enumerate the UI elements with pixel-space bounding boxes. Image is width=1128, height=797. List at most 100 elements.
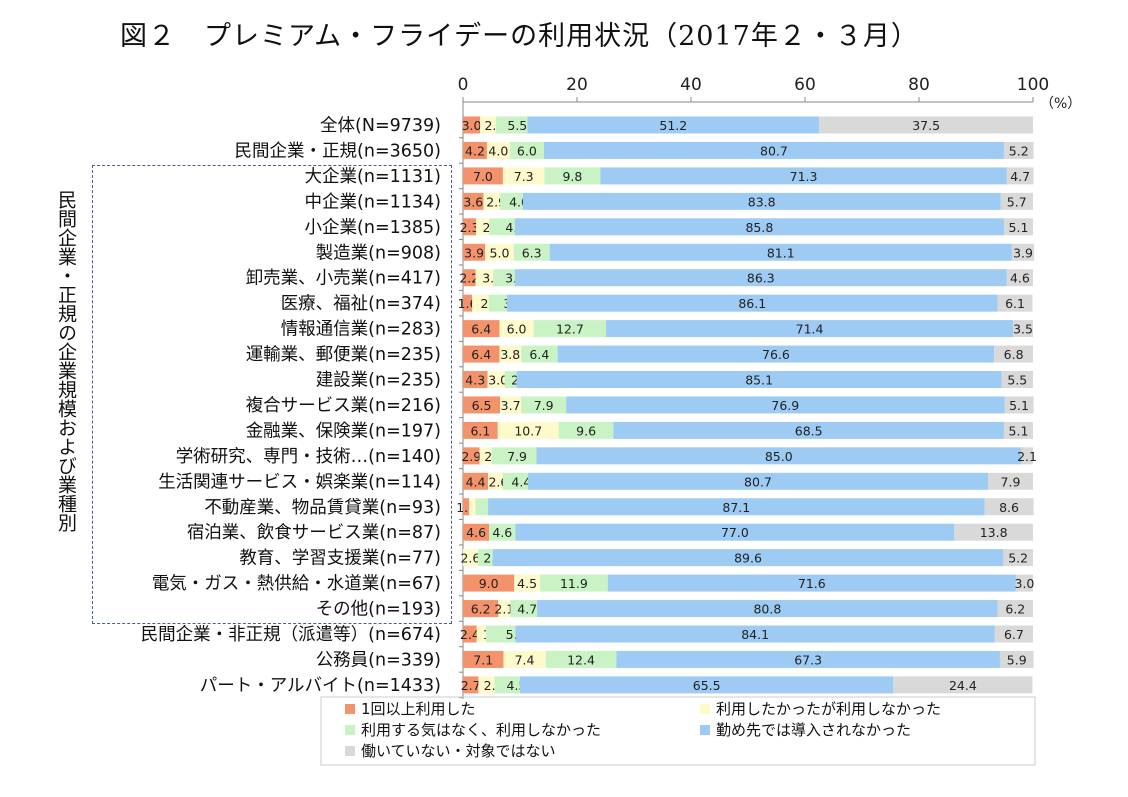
bar-segment bbox=[1021, 447, 1033, 465]
group-bracket bbox=[92, 165, 452, 624]
bar-segment bbox=[502, 167, 545, 185]
bar-segment bbox=[515, 625, 995, 643]
legend-label: 利用したかったが利用しなかった bbox=[716, 700, 941, 718]
legend-label: 勤め先では導入されなかった bbox=[716, 721, 911, 739]
category-label: 医療、福祉(n=374) bbox=[281, 294, 441, 314]
data-label: 76.6 bbox=[762, 347, 790, 362]
legend-label: 利用する気はなく、利用しなかった bbox=[361, 721, 601, 739]
x-tick-label: 20 bbox=[566, 75, 588, 95]
bar-segment bbox=[463, 676, 479, 694]
data-label: 2.2 bbox=[459, 271, 479, 286]
bar-segment bbox=[499, 345, 522, 363]
bar-segment bbox=[500, 396, 522, 414]
category-label: 全体(N=9739) bbox=[320, 116, 441, 136]
bar-segment bbox=[510, 600, 538, 618]
bar-segment bbox=[463, 294, 473, 312]
bar-segment bbox=[1003, 218, 1033, 236]
category-label: 小企業(n=1385) bbox=[305, 218, 441, 238]
data-label: 11.9 bbox=[560, 576, 588, 591]
data-label: 2.4 bbox=[460, 627, 480, 642]
bar-segment bbox=[557, 345, 995, 363]
bar-segment bbox=[463, 192, 484, 210]
data-label: 3.6 bbox=[463, 194, 483, 209]
bar-segment bbox=[463, 650, 504, 668]
x-tick-label: 80 bbox=[908, 75, 930, 95]
bar-segment bbox=[498, 600, 511, 618]
data-label: 3.9 bbox=[464, 245, 484, 260]
data-label: 3.0 bbox=[462, 118, 482, 133]
data-label: 12.7 bbox=[556, 322, 584, 337]
data-label: 71.6 bbox=[798, 576, 826, 591]
data-label: 80.7 bbox=[744, 474, 772, 489]
bar-segment bbox=[509, 141, 544, 159]
category-label: 建設業(n=235) bbox=[316, 371, 441, 391]
bar-segment bbox=[537, 600, 998, 618]
data-label: 2.1 bbox=[494, 602, 514, 617]
data-label: 80.7 bbox=[760, 143, 788, 158]
data-label: 5.7 bbox=[1007, 194, 1027, 209]
data-label: 86.3 bbox=[747, 271, 775, 286]
data-label: 71.4 bbox=[796, 322, 824, 337]
bar-segment bbox=[476, 218, 490, 236]
bar-segment bbox=[516, 371, 1002, 388]
bar-segment bbox=[463, 574, 515, 592]
data-label: 4.6 bbox=[466, 525, 486, 540]
category-label: 宿泊業、飲食サービス業(n=87) bbox=[187, 523, 441, 543]
bar-segment bbox=[463, 421, 498, 439]
legend-swatch bbox=[345, 746, 355, 756]
bar-segment bbox=[954, 523, 1033, 541]
bar-segment bbox=[994, 345, 1033, 363]
data-label: 4.7 bbox=[517, 602, 537, 617]
category-label: 卸売業、小売業(n=417) bbox=[246, 269, 441, 289]
data-label: 4.6 bbox=[492, 525, 512, 540]
bar-segment bbox=[994, 625, 1033, 643]
bar-segment bbox=[515, 523, 955, 541]
bar-segment bbox=[463, 345, 500, 363]
data-label: 5.5 bbox=[507, 118, 527, 133]
data-label: 6.4 bbox=[471, 322, 491, 337]
category-label: 情報通信業(n=283) bbox=[281, 320, 441, 340]
bar-segment bbox=[1006, 269, 1033, 287]
bar-segment bbox=[1004, 396, 1034, 414]
bar-segment bbox=[527, 116, 820, 134]
data-label: 5.1 bbox=[1009, 220, 1029, 235]
bar-segment bbox=[487, 371, 505, 388]
bar-segment bbox=[463, 141, 487, 159]
data-label: 9.8 bbox=[562, 169, 582, 184]
data-label: 81.1 bbox=[767, 245, 795, 260]
data-label: 2.9 bbox=[461, 449, 481, 464]
data-label: 9.0 bbox=[479, 576, 499, 591]
category-label: 金融業、保険業(n=197) bbox=[246, 421, 441, 441]
bar-segment bbox=[488, 294, 507, 312]
bar-segment bbox=[997, 600, 1033, 618]
data-label: 7.9 bbox=[1001, 474, 1021, 489]
x-tick-label: 100 bbox=[1017, 75, 1049, 95]
bar-segment bbox=[545, 650, 617, 668]
bar-segment bbox=[476, 625, 486, 643]
bar-segment bbox=[463, 116, 481, 134]
bar-segment bbox=[987, 472, 1033, 490]
x-tick-label: 0 bbox=[458, 75, 469, 95]
bar-segment bbox=[463, 549, 478, 567]
bar-segment bbox=[1013, 320, 1033, 338]
bar-segment bbox=[492, 549, 1004, 567]
bar-segment bbox=[1011, 243, 1035, 261]
category-label: 電気・ガス・熱供給・水道業(n=67) bbox=[152, 574, 441, 594]
legend-swatch bbox=[700, 704, 710, 714]
data-label: 5.9 bbox=[1007, 652, 1027, 667]
category-label: 教育、学習支援業(n=77) bbox=[239, 549, 441, 569]
data-label: 6.0 bbox=[517, 143, 537, 158]
bar-segment bbox=[463, 472, 489, 490]
bar-segment bbox=[488, 498, 985, 516]
bar-segment bbox=[533, 320, 607, 338]
bar-segment bbox=[514, 269, 1007, 287]
data-label: 4.3 bbox=[465, 373, 485, 388]
category-label: 運輸業、郵便業(n=235) bbox=[246, 345, 441, 365]
data-label: 7.4 bbox=[515, 652, 535, 667]
data-label: 7.3 bbox=[514, 169, 534, 184]
bar-segment bbox=[463, 243, 486, 261]
category-label: 公務員(n=339) bbox=[316, 650, 441, 670]
bar-segment bbox=[616, 650, 1000, 668]
data-label: 3.0 bbox=[1015, 576, 1035, 591]
